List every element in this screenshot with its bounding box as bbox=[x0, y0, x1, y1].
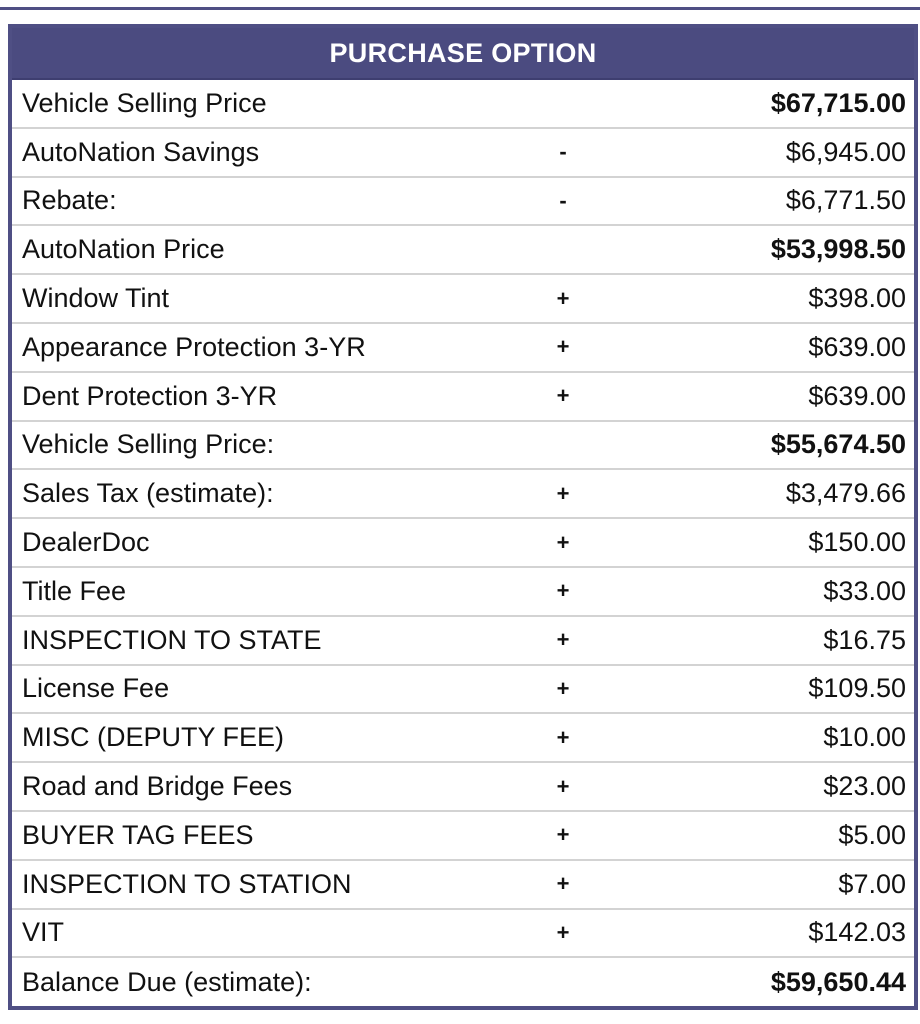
row-operator: - bbox=[559, 187, 567, 213]
row-amount: $23.00 bbox=[823, 771, 906, 802]
table-row: Balance Due (estimate): $59,650.44 bbox=[12, 958, 914, 1007]
row-label: AutoNation Savings bbox=[22, 136, 260, 167]
row-label: Dent Protection 3-YR bbox=[22, 380, 278, 411]
row-label: VIT bbox=[22, 917, 65, 948]
row-label: DealerDoc bbox=[22, 527, 150, 558]
row-operator: + bbox=[556, 627, 570, 653]
row-amount: $150.00 bbox=[808, 527, 906, 558]
table-row: AutoNation Savings - $6,945.00 bbox=[12, 129, 914, 178]
row-label: Title Fee bbox=[22, 575, 127, 606]
row-amount: $398.00 bbox=[808, 283, 906, 314]
row-operator: + bbox=[556, 383, 570, 409]
table-row: Window Tint + $398.00 bbox=[12, 275, 914, 324]
table-row: Rebate: - $6,771.50 bbox=[12, 178, 914, 227]
row-amount: $67,715.00 bbox=[770, 87, 906, 118]
table-row: Road and Bridge Fees + $23.00 bbox=[12, 763, 914, 812]
row-amount: $7.00 bbox=[838, 868, 906, 899]
row-amount: $3,479.66 bbox=[785, 478, 906, 509]
row-operator: + bbox=[556, 285, 570, 311]
table-row: VIT + $142.03 bbox=[12, 910, 914, 959]
row-operator: + bbox=[556, 334, 570, 360]
row-amount: $16.75 bbox=[823, 624, 906, 655]
table-rows: Vehicle Selling Price $67,715.00 AutoNatio… bbox=[12, 80, 914, 1007]
table-row: BUYER TAG FEES + $5.00 bbox=[12, 812, 914, 861]
row-label: Appearance Protection 3-YR bbox=[22, 331, 366, 362]
table-row: Appearance Protection 3-YR + $639.00 bbox=[12, 324, 914, 373]
table-row: INSPECTION TO STATE + $16.75 bbox=[12, 617, 914, 666]
table-row: Title Fee + $33.00 bbox=[12, 568, 914, 617]
row-operator: + bbox=[556, 919, 570, 945]
row-amount: $59,650.44 bbox=[770, 967, 906, 998]
row-label: Window Tint bbox=[22, 283, 170, 314]
row-label: Vehicle Selling Price bbox=[22, 87, 267, 118]
row-operator: + bbox=[556, 675, 570, 701]
row-label: Rebate: bbox=[22, 185, 117, 216]
top-frame-edge bbox=[0, 0, 920, 10]
row-operator: + bbox=[556, 871, 570, 897]
row-amount: $142.03 bbox=[808, 917, 906, 948]
row-amount: $53,998.50 bbox=[770, 234, 906, 265]
row-label: INSPECTION TO STATE bbox=[22, 624, 322, 655]
table-row: Dent Protection 3-YR + $639.00 bbox=[12, 373, 914, 422]
row-operator: + bbox=[556, 773, 570, 799]
row-amount: $6,771.50 bbox=[785, 185, 906, 216]
row-amount: $5.00 bbox=[838, 819, 906, 850]
purchase-option-table: PURCHASE OPTION Vehicle Selling Price $67… bbox=[8, 24, 918, 1010]
table-row: MISC (DEPUTY FEE) + $10.00 bbox=[12, 714, 914, 764]
table-row: Vehicle Selling Price $67,715.00 bbox=[12, 80, 914, 129]
row-amount: $639.00 bbox=[808, 331, 906, 362]
row-label: BUYER TAG FEES bbox=[22, 819, 254, 850]
row-operator: - bbox=[559, 139, 567, 165]
row-operator: + bbox=[556, 578, 570, 604]
row-label: Road and Bridge Fees bbox=[22, 771, 293, 802]
row-operator: + bbox=[556, 529, 570, 555]
row-amount: $55,674.50 bbox=[770, 429, 906, 460]
row-label: Vehicle Selling Price: bbox=[22, 429, 275, 460]
row-amount: $10.00 bbox=[823, 722, 906, 753]
row-amount: $33.00 bbox=[823, 575, 906, 606]
row-label: Balance Due (estimate): bbox=[22, 967, 312, 998]
row-label: License Fee bbox=[22, 673, 170, 704]
row-label: MISC (DEPUTY FEE) bbox=[22, 722, 285, 753]
table-row: Sales Tax (estimate): + $3,479.66 bbox=[12, 470, 914, 520]
row-label: Sales Tax (estimate): bbox=[22, 478, 274, 509]
row-label: AutoNation Price bbox=[22, 234, 225, 265]
row-operator: + bbox=[556, 480, 570, 506]
row-operator: + bbox=[556, 724, 570, 750]
table-row: AutoNation Price $53,998.50 bbox=[12, 226, 914, 276]
table-title: PURCHASE OPTION bbox=[12, 28, 914, 80]
table-row: Vehicle Selling Price: $55,674.50 bbox=[12, 422, 914, 471]
row-amount: $6,945.00 bbox=[785, 136, 906, 167]
row-operator: + bbox=[556, 822, 570, 848]
row-label: INSPECTION TO STATION bbox=[22, 868, 352, 899]
table-row: DealerDoc + $150.00 bbox=[12, 519, 914, 568]
row-amount: $639.00 bbox=[808, 380, 906, 411]
table-row: INSPECTION TO STATION + $7.00 bbox=[12, 861, 914, 910]
table-row: License Fee + $109.50 bbox=[12, 666, 914, 715]
row-amount: $109.50 bbox=[808, 673, 906, 704]
